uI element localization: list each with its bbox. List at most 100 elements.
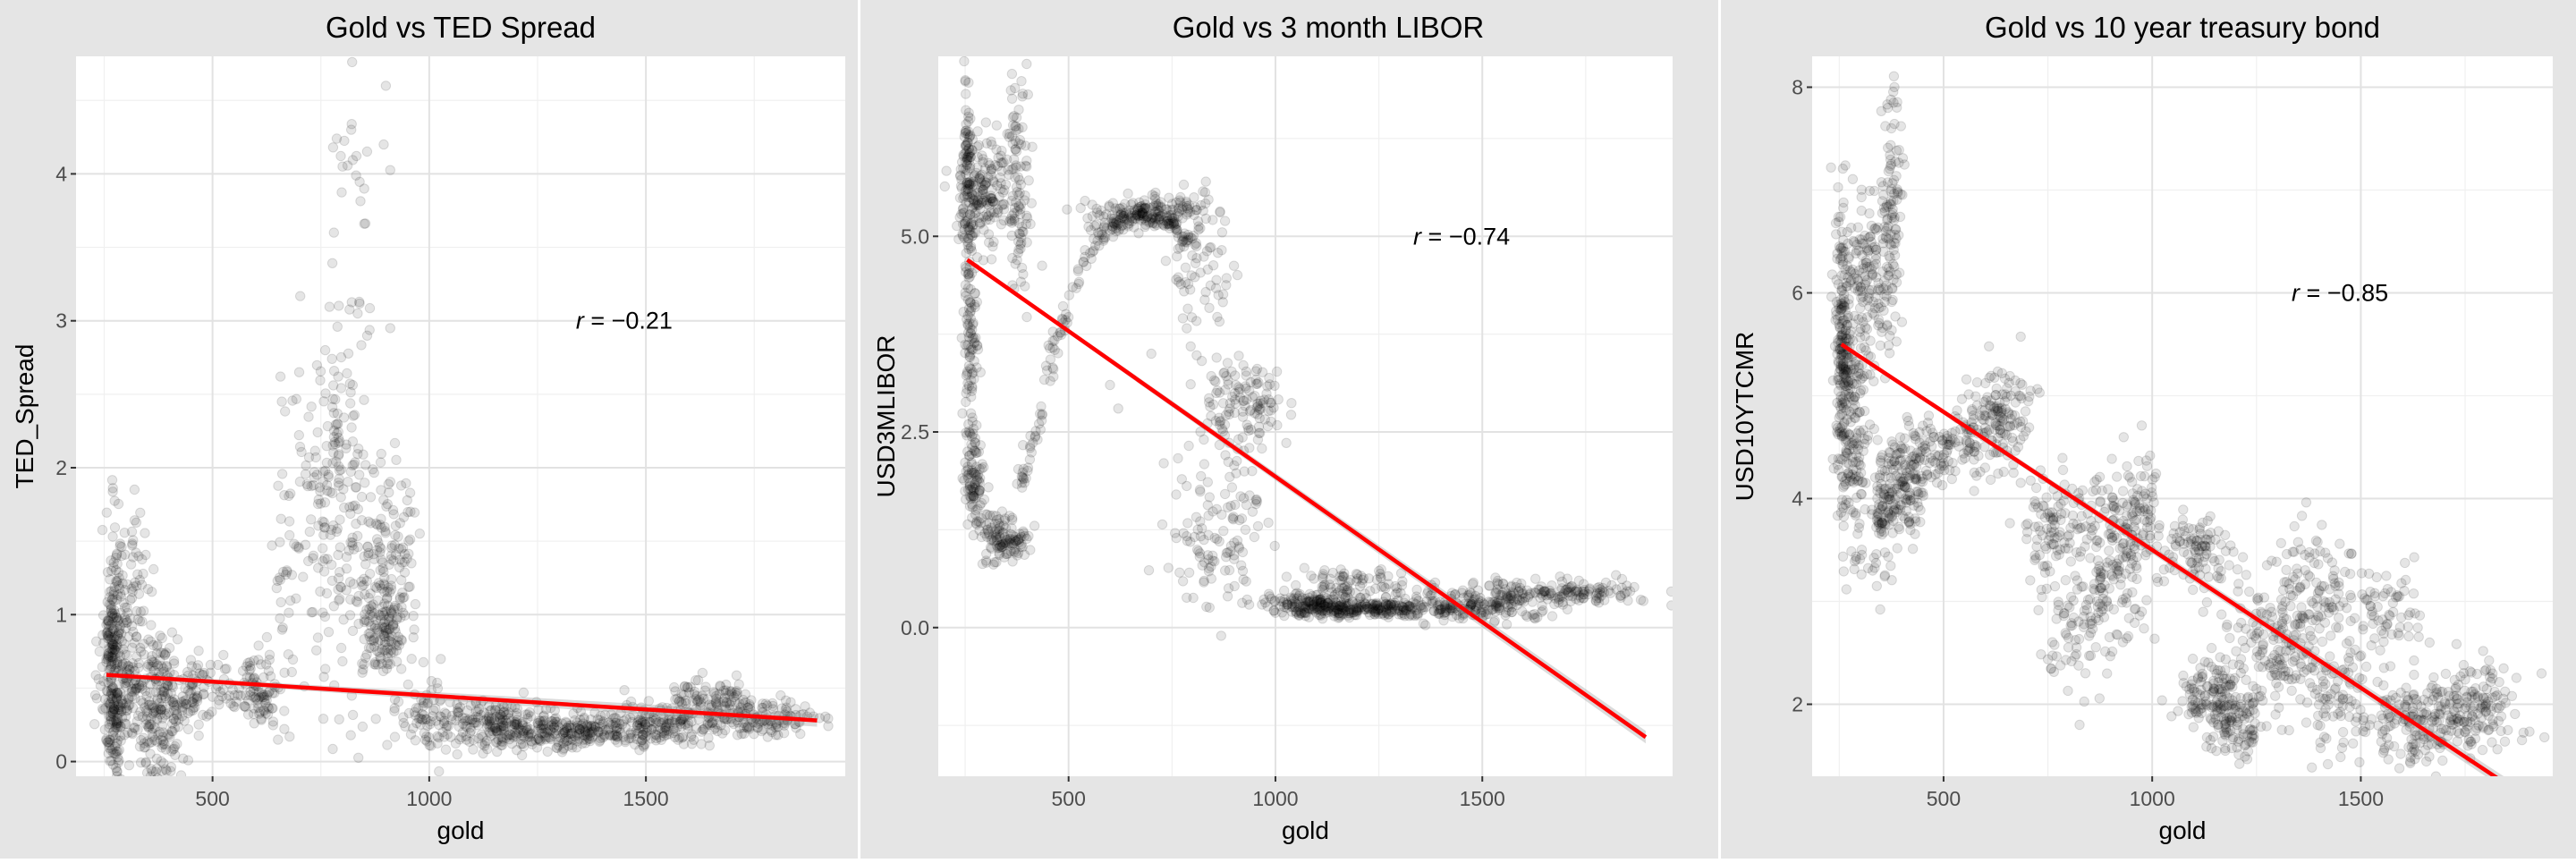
data-point xyxy=(433,732,442,740)
data-point xyxy=(206,660,215,669)
data-point xyxy=(979,190,987,199)
data-point xyxy=(1018,92,1027,101)
data-point xyxy=(1623,581,1631,590)
data-point xyxy=(102,686,111,695)
y-tick-label: 8 xyxy=(1792,76,1803,99)
data-point xyxy=(1106,380,1114,389)
data-point xyxy=(960,56,969,65)
data-point xyxy=(132,606,141,615)
data-point xyxy=(1282,572,1291,581)
data-point xyxy=(392,455,401,464)
data-point xyxy=(316,587,325,596)
data-point xyxy=(347,125,356,134)
y-tick-label: 4 xyxy=(55,162,67,185)
data-point xyxy=(1853,223,1862,232)
data-point xyxy=(1834,280,1843,289)
data-point xyxy=(1046,343,1055,352)
data-point xyxy=(1223,359,1232,368)
data-point xyxy=(522,725,531,734)
data-point xyxy=(1107,222,1116,231)
data-point xyxy=(107,587,116,596)
data-point xyxy=(1012,126,1021,135)
data-point xyxy=(333,322,342,331)
data-point xyxy=(1839,203,1848,212)
data-point xyxy=(1286,410,1295,419)
data-point xyxy=(970,485,979,494)
data-point xyxy=(1181,278,1190,287)
data-point xyxy=(1123,189,1132,198)
data-point xyxy=(1301,594,1309,603)
data-point xyxy=(338,656,347,665)
data-point xyxy=(1127,200,1136,209)
data-point xyxy=(1093,208,1102,217)
y-tick-label: 3 xyxy=(55,309,67,333)
data-point xyxy=(1007,69,1016,78)
data-point xyxy=(360,184,369,193)
data-point xyxy=(1184,441,1193,450)
data-point xyxy=(95,647,104,656)
data-point xyxy=(230,702,239,711)
data-point xyxy=(1176,192,1185,201)
data-point xyxy=(262,632,271,641)
data-point xyxy=(379,495,388,504)
data-point xyxy=(1851,511,1860,520)
data-point xyxy=(1834,454,1843,463)
data-point xyxy=(984,483,993,492)
data-point xyxy=(633,721,642,730)
data-point xyxy=(1197,356,1206,365)
data-point xyxy=(1036,425,1045,434)
data-point xyxy=(1835,242,1843,251)
data-point xyxy=(281,407,290,416)
data-point xyxy=(1182,324,1191,333)
data-point xyxy=(1244,426,1253,435)
data-point xyxy=(313,427,322,436)
data-point xyxy=(318,556,327,565)
data-point xyxy=(336,465,345,474)
data-point xyxy=(1411,592,1420,601)
data-point xyxy=(955,193,964,202)
data-point xyxy=(953,221,962,230)
data-point xyxy=(1857,206,1866,215)
data-point xyxy=(344,546,353,554)
data-point xyxy=(719,686,728,695)
data-point xyxy=(167,628,176,637)
data-point xyxy=(357,341,366,350)
data-point xyxy=(348,57,357,66)
data-point xyxy=(1205,398,1214,407)
data-point xyxy=(275,372,284,381)
data-point xyxy=(335,543,344,552)
data-point xyxy=(1105,201,1114,210)
data-point xyxy=(112,720,121,729)
data-point xyxy=(958,409,967,418)
data-point xyxy=(336,384,345,393)
data-point xyxy=(1137,201,1146,210)
data-point xyxy=(371,715,380,723)
data-point xyxy=(360,219,369,228)
data-point xyxy=(122,719,131,728)
data-point xyxy=(391,627,400,636)
data-point xyxy=(353,542,362,551)
data-point xyxy=(1027,448,1036,457)
data-point xyxy=(183,724,192,733)
data-point xyxy=(1860,272,1869,281)
data-point xyxy=(1852,466,1860,475)
data-point xyxy=(1261,598,1270,607)
data-point xyxy=(673,723,682,732)
data-point xyxy=(241,701,250,710)
x-axis-label: gold xyxy=(1282,816,1329,844)
data-point xyxy=(1201,214,1210,223)
data-point xyxy=(970,357,979,366)
data-point xyxy=(1186,380,1195,389)
data-point xyxy=(670,732,679,741)
data-point xyxy=(348,461,357,470)
data-point xyxy=(942,166,951,175)
data-point xyxy=(105,738,114,747)
data-point xyxy=(322,458,331,467)
y-tick-label: 4 xyxy=(1792,487,1803,511)
data-point xyxy=(318,715,327,723)
data-point xyxy=(1465,588,1474,596)
data-point xyxy=(132,632,141,641)
data-point xyxy=(262,660,271,669)
data-point xyxy=(1272,367,1281,376)
